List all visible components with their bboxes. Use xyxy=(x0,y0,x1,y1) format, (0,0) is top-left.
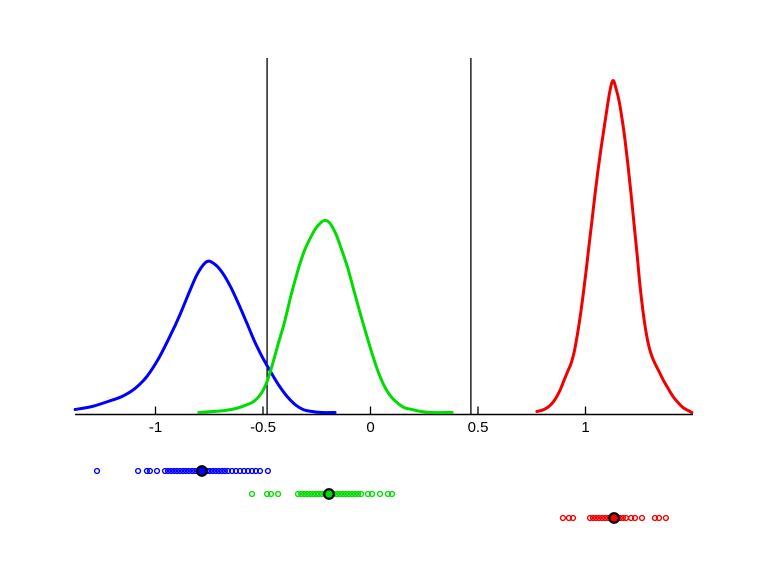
mean-marker-class-green xyxy=(323,488,335,500)
sample-point-class-green xyxy=(307,490,314,498)
sample-point-class-green xyxy=(267,490,275,498)
sample-point-class-green xyxy=(294,490,302,498)
sample-point-class-blue xyxy=(236,467,244,475)
sample-point-class-red xyxy=(589,514,597,522)
sample-point-class-blue xyxy=(179,467,187,475)
sample-point-class-green xyxy=(388,490,396,498)
x-tick-label: -1 xyxy=(149,419,162,436)
sample-point-class-blue xyxy=(212,467,220,475)
sample-point-class-blue xyxy=(153,467,161,475)
sample-point-class-red xyxy=(595,514,603,522)
sample-point-class-green xyxy=(336,490,344,498)
sample-point-class-green xyxy=(304,490,311,498)
sample-point-class-blue xyxy=(143,467,151,475)
sample-point-class-red xyxy=(569,514,577,522)
sample-point-class-green xyxy=(315,490,323,498)
sample-point-class-blue xyxy=(264,467,272,475)
sample-point-class-green xyxy=(275,490,282,498)
sample-point-class-blue xyxy=(256,467,264,475)
density-curve-class-green xyxy=(197,218,454,415)
sample-point-class-blue xyxy=(189,467,196,475)
density-curve-class-red xyxy=(535,79,694,414)
sample-point-class-blue xyxy=(170,467,178,475)
sample-point-class-green xyxy=(368,490,376,498)
sample-point-class-blue xyxy=(221,467,229,475)
sample-point-class-blue xyxy=(215,467,223,475)
sample-point-class-red xyxy=(655,514,663,522)
sample-point-class-blue xyxy=(218,467,226,475)
sample-point-class-blue xyxy=(248,467,256,475)
sample-point-class-blue xyxy=(176,467,184,475)
sample-point-class-red xyxy=(592,514,600,522)
sample-point-class-red xyxy=(586,514,594,522)
sample-point-class-red xyxy=(662,514,670,522)
sample-point-class-green xyxy=(342,490,350,498)
sample-point-class-green xyxy=(348,490,356,498)
sample-point-class-blue xyxy=(93,467,101,475)
sample-point-class-blue xyxy=(185,467,193,475)
sample-point-class-blue xyxy=(167,467,175,475)
sample-point-class-green xyxy=(354,490,362,498)
sample-point-class-blue xyxy=(164,467,172,475)
sample-point-class-red xyxy=(627,514,635,522)
sample-point-class-red xyxy=(619,514,627,522)
sample-point-class-green xyxy=(376,490,384,498)
sample-point-class-green xyxy=(351,490,359,498)
sample-point-class-blue xyxy=(224,467,232,475)
sample-point-class-blue xyxy=(228,467,236,475)
sample-point-class-red xyxy=(601,514,609,522)
density-curve-class-blue xyxy=(73,259,337,415)
mean-marker-class-red xyxy=(608,512,620,524)
sample-point-class-green xyxy=(248,490,256,498)
sample-point-class-green xyxy=(264,490,271,498)
sample-point-class-green xyxy=(339,490,347,498)
x-tick-label: 0.5 xyxy=(468,419,489,436)
sample-point-class-blue xyxy=(135,467,142,475)
sample-point-class-blue xyxy=(182,467,190,475)
sample-point-class-blue xyxy=(241,467,248,475)
sample-point-class-green xyxy=(310,490,317,498)
mean-marker-class-blue xyxy=(195,465,208,477)
sample-point-class-green xyxy=(313,490,320,498)
sample-point-class-red xyxy=(559,514,567,522)
sample-point-class-blue xyxy=(173,467,181,475)
sample-point-class-red xyxy=(638,514,646,522)
sample-point-class-green xyxy=(298,490,305,498)
sample-point-class-green xyxy=(345,490,353,498)
x-tick-label: -0.5 xyxy=(250,419,276,436)
sample-point-class-red xyxy=(598,514,606,522)
sample-point-class-green xyxy=(357,490,365,498)
sample-point-class-blue xyxy=(146,467,154,475)
sample-point-class-red xyxy=(631,514,639,522)
x-tick-label: 1 xyxy=(581,419,589,436)
x-tick-label: 0 xyxy=(366,419,374,436)
sample-point-class-blue xyxy=(161,467,169,475)
sample-point-class-blue xyxy=(232,467,240,475)
sample-point-class-blue xyxy=(209,467,217,475)
sample-point-class-green xyxy=(301,490,308,498)
sample-point-class-blue xyxy=(244,467,252,475)
